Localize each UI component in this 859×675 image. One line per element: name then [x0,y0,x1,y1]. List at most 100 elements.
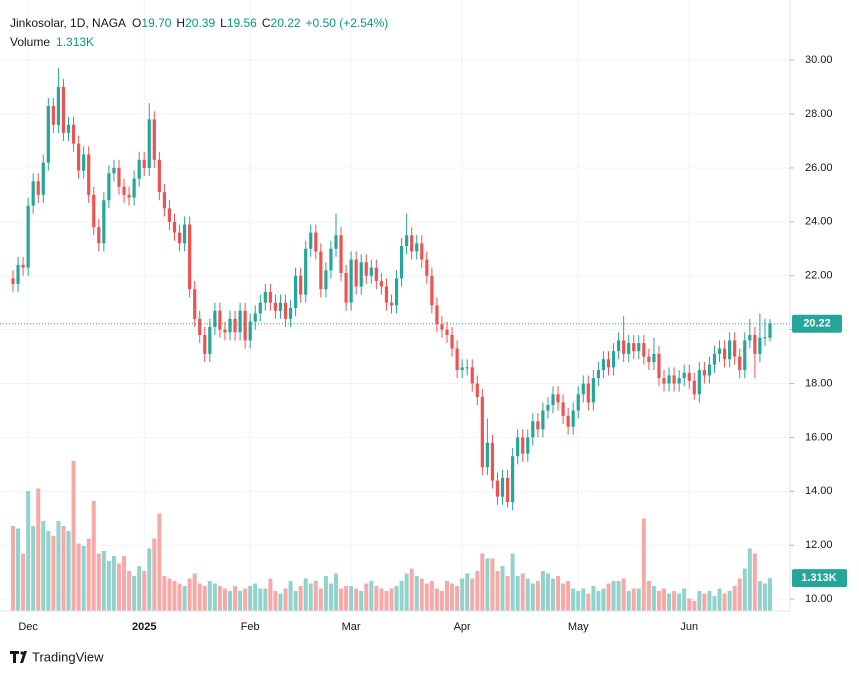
volume-bar [21,553,26,611]
volume-bar [742,568,747,611]
candle-body [36,181,40,195]
candle-body [223,329,227,333]
candle-body [410,235,414,252]
volume-bar [611,581,616,611]
candle-body [182,224,187,244]
volume-bar [505,576,510,611]
volume-bar [596,591,601,611]
last-price-label: 20.22 [803,318,831,330]
volume-bar [475,571,480,611]
candle-body [152,119,156,160]
volume-bar [535,581,540,611]
volume-bar [571,588,576,611]
volume-bar [414,576,419,611]
volume-bar [556,576,561,611]
volume-bar [41,521,46,611]
candle-body [299,275,303,295]
x-tick-label: May [568,621,589,633]
volume-bar [31,526,36,611]
low-label: L [220,16,227,30]
grid [0,0,790,611]
candle-body [465,367,469,369]
volume-bar [56,521,61,611]
high-value: 20.39 [185,16,215,30]
candle-body [268,291,272,303]
volume-bar [293,591,298,611]
volume-bar [288,581,293,611]
candle-body [768,323,772,338]
volume-bar [722,593,727,611]
candle-body [354,259,358,287]
candle-body [743,340,747,371]
last-volume-box [792,569,847,588]
volume-bar [263,588,268,611]
volume-bar [278,593,283,611]
volume-bar [530,583,535,611]
volume-bar [308,583,313,611]
y-tick-label: 26.00 [805,162,833,174]
volume-bar [490,558,495,611]
candle-body [505,477,510,503]
x-tick-label: Mar [342,621,361,633]
candle-body [41,162,45,195]
candle-body [51,105,55,125]
volume-bar [429,581,434,611]
candle-body [334,235,338,249]
candle-body [470,367,474,384]
volume-bar [11,526,15,611]
candle-body [127,194,131,198]
y-tick-label: 12.00 [805,539,833,551]
volume-bar [339,588,344,611]
volume-bar [258,588,263,611]
candle-body [405,235,409,247]
volume-bar [692,601,697,611]
volume-bar [677,593,682,611]
volume-bar [621,578,626,611]
candle-body [61,87,66,133]
volume-bar [717,588,722,611]
volume-bar [576,591,581,611]
y-tick-label: 14.00 [805,485,833,497]
brand-logo: TradingView [10,649,104,664]
volume-bar [333,573,338,611]
candle-body [753,335,757,354]
volume-bar [51,536,56,611]
x-tick-label: 2025 [132,621,156,633]
candle-body [601,359,606,371]
volume-bar [768,578,772,611]
candle-body [758,337,762,354]
plot [0,68,790,611]
volume-bar [747,548,752,611]
candle-body [324,270,328,290]
candle-body [188,224,192,290]
volume-bar [283,588,288,611]
volume-bar [167,578,172,611]
candle-body [389,302,394,306]
x-tick-label: Dec [18,621,38,633]
volume-bar [16,528,21,611]
candle-body [278,302,283,311]
candle-body [31,181,35,206]
y-tick-label: 28.00 [805,108,833,120]
volume-bar [187,578,192,611]
volume-bar [379,588,384,611]
volume-bar [106,561,111,611]
candle-body [712,353,717,365]
volume-bar [374,586,379,611]
volume-bar [217,586,222,611]
candle-body [707,364,712,376]
volume-bar [424,583,429,611]
volume-bar [525,578,530,611]
volume-bar [359,591,364,611]
y-tick-label: 16.00 [805,431,833,443]
volume-bar [273,591,278,611]
last-price-box [792,314,842,333]
volume-bar [182,586,187,611]
volume-bar [515,576,520,611]
volume-bar [364,583,369,611]
candle-body [71,124,76,144]
candle-body [77,143,81,171]
candle-body [177,232,182,244]
open-label: O [132,16,141,30]
volume-bar [132,576,137,611]
